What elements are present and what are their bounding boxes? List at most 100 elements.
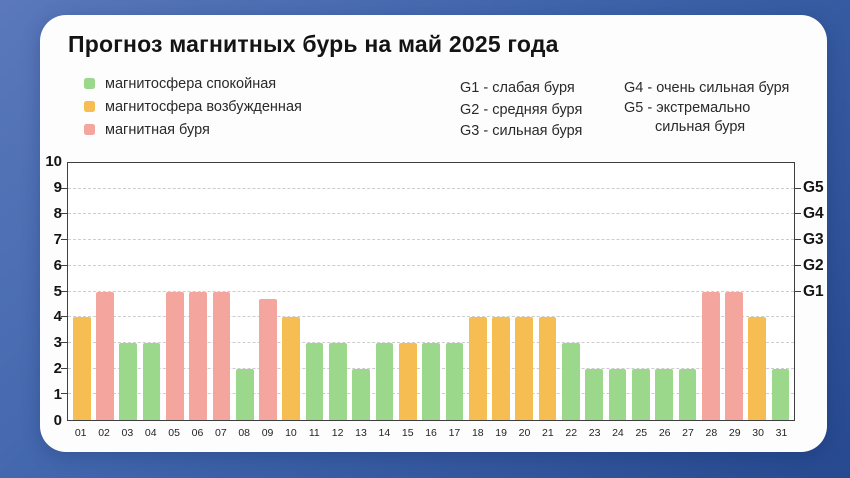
legend-label: магнитная буря [105, 121, 210, 138]
bar-day-10 [282, 317, 301, 420]
bar-day-28 [701, 291, 720, 420]
x-axis-tick-label: 14 [378, 427, 391, 439]
x-axis-tick-label: 08 [238, 427, 251, 439]
x-axis-tick-label: 19 [495, 427, 507, 439]
bar-slot [70, 163, 93, 420]
bar-slot [629, 163, 652, 420]
right-axis-labels: G1 G2 G3 G4 G5 [803, 162, 833, 421]
bar-day-16 [422, 342, 440, 420]
bar-slot [93, 163, 116, 420]
storm-scale-g5-line1: G5 - экстремально [624, 99, 751, 116]
bar-slot [699, 163, 722, 420]
bar-slot [513, 163, 536, 420]
bar-day-18 [468, 317, 487, 420]
axis-tick [795, 213, 801, 215]
gridline [68, 341, 794, 343]
x-axis-tick-label: 01 [74, 427, 87, 439]
x-axis-tick-label: 06 [191, 427, 204, 439]
axis-tick [61, 187, 67, 189]
storm-scale-g4: G4 - очень сильная буря [624, 80, 790, 96]
right-axis-tick-label: G3 [803, 230, 824, 248]
bar-slot [210, 163, 233, 420]
gridline [68, 213, 794, 215]
bar-day-06 [189, 291, 207, 420]
legend-label: магнитосфера спокойная [105, 75, 277, 92]
axis-tick [795, 290, 801, 292]
bar-slot [256, 163, 279, 420]
bar-slot [583, 163, 606, 420]
bar-slot [606, 163, 629, 420]
bar-day-29 [725, 291, 743, 420]
x-axis-tick-label: 12 [331, 427, 344, 439]
x-axis-tick-label: 25 [635, 427, 648, 439]
bar-slot [186, 163, 209, 420]
x-axis-tick-label: 21 [542, 427, 554, 439]
bar-slot [746, 163, 769, 420]
y-axis-tick-label: 6 [53, 256, 62, 274]
bar-day-22 [562, 342, 580, 420]
y-axis-tick-label: 3 [53, 334, 62, 352]
plot-area [61, 162, 801, 421]
bar-day-15 [398, 342, 417, 420]
legend-item-calm: магнитосфера спокойная [84, 72, 302, 95]
x-axis-tick-label: 31 [775, 427, 788, 439]
bar-slot [350, 163, 373, 420]
bar-day-05 [165, 291, 184, 420]
legend-label: магнитосфера возбужденная [105, 98, 302, 115]
bar-slot [233, 163, 256, 420]
legend: магнитосфера спокойная магнитосфера возб… [84, 72, 302, 141]
x-axis-tick-label: 28 [705, 427, 718, 439]
gridline [68, 239, 794, 241]
gridline [68, 290, 794, 292]
storm-scale-g1: G1 - слабая буря [460, 80, 575, 96]
axis-tick [61, 264, 67, 266]
x-axis-tick-label: 15 [401, 427, 414, 439]
x-axis-tick-label: 18 [471, 427, 484, 439]
forecast-card: Прогноз магнитных бурь на май 2025 года … [40, 15, 827, 452]
bar-day-27 [678, 368, 697, 420]
axis-tick [61, 316, 67, 318]
axis-tick [61, 239, 67, 241]
legend-item-storm: магнитная буря [84, 118, 302, 141]
bar-day-24 [608, 368, 627, 420]
y-axis-tick-label: 10 [45, 153, 62, 170]
storm-scale-g3: G3 - сильная буря [460, 123, 583, 139]
x-axis-labels: 01 02 03 04 05 06 07 08 09 10 11 12 13 14 15 16 17 18 19 20… [67, 427, 795, 439]
legend-item-excited: магнитосфера возбужденная [84, 95, 302, 118]
y-axis-tick-label: 9 [53, 178, 62, 196]
bar-slot [769, 163, 792, 420]
gridline [68, 316, 794, 318]
axis-tick [795, 239, 801, 241]
y-axis-tick-label: 5 [53, 282, 62, 300]
gridline [68, 187, 794, 189]
bars [68, 163, 794, 420]
bar-slot [373, 163, 396, 420]
y-axis-tick-label: 1 [53, 386, 62, 404]
x-axis-tick-label: 26 [658, 427, 671, 439]
bar-day-23 [585, 368, 604, 420]
storm-scale-g2: G2 - средняя буря [460, 101, 583, 118]
bar-slot [140, 163, 163, 420]
x-axis-tick-label: 11 [308, 427, 320, 439]
y-axis-labels: 0 1 2 3 4 5 6 7 8 9 10 [40, 153, 62, 429]
x-axis-tick-label: 20 [518, 427, 531, 439]
bar-slot [443, 163, 466, 420]
bar-slot [163, 163, 186, 420]
axis-tick [795, 187, 801, 189]
bar-day-09 [259, 299, 277, 420]
page-title: Прогноз магнитных бурь на май 2025 года [68, 31, 559, 57]
bar-day-26 [655, 368, 673, 420]
bar-day-31 [771, 368, 790, 420]
bar-slot [652, 163, 675, 420]
bar-slot [326, 163, 349, 420]
bar-day-13 [352, 368, 371, 420]
storm-scale-g5-line2: сильная буря [655, 119, 746, 135]
bar-day-03 [119, 342, 138, 420]
x-axis-tick-label: 04 [144, 427, 157, 439]
x-axis-tick-label: 24 [612, 427, 624, 439]
x-axis-tick-label: 02 [98, 427, 110, 439]
bar-day-08 [235, 368, 254, 420]
bar-day-02 [96, 291, 114, 420]
bar-slot [722, 163, 745, 420]
bar-slot [536, 163, 559, 420]
